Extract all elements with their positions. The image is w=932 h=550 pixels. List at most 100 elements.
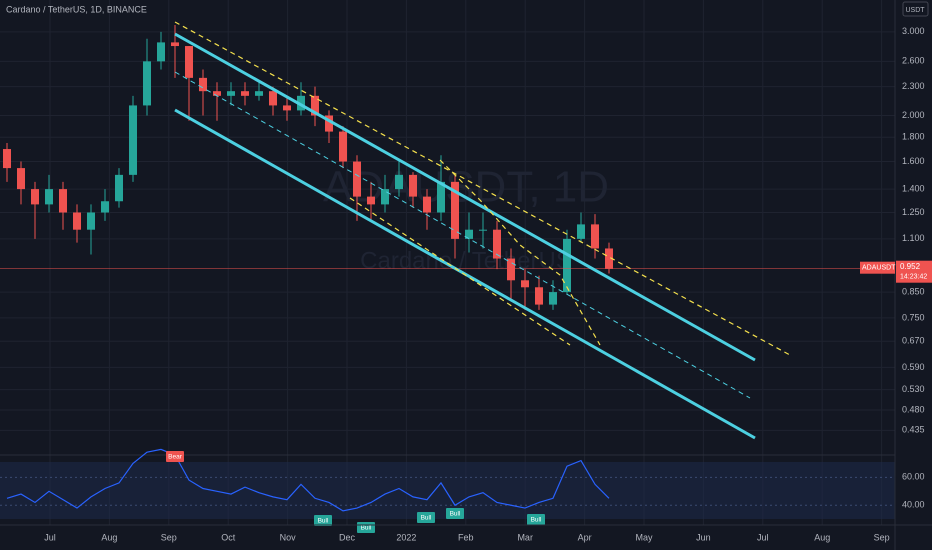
signal-tag bbox=[166, 451, 184, 462]
x-tick-label: Oct bbox=[221, 532, 236, 542]
y-tick-label: 0.750 bbox=[902, 312, 925, 322]
x-tick-label: Jul bbox=[757, 532, 769, 542]
symbol-tag bbox=[860, 261, 895, 274]
y-tick-label: 0.530 bbox=[902, 384, 925, 394]
candle-body bbox=[45, 189, 53, 205]
symbol-label: ADAUSDT bbox=[862, 265, 896, 272]
lower-dashed-trend bbox=[349, 197, 571, 346]
candle-body bbox=[115, 174, 123, 202]
candle-body bbox=[241, 91, 249, 96]
signal-tag bbox=[314, 515, 332, 526]
candle-body bbox=[549, 292, 557, 305]
countdown-label: 14:23:42 bbox=[900, 274, 927, 281]
x-tick-label: May bbox=[635, 532, 653, 542]
candle-body bbox=[339, 131, 347, 162]
candle-body bbox=[73, 212, 81, 230]
signal-label: Bull bbox=[450, 511, 461, 518]
candle-body bbox=[213, 91, 221, 96]
candle-body bbox=[437, 181, 445, 213]
channel-bottom bbox=[174, 108, 756, 440]
candle-body bbox=[535, 287, 543, 305]
candle-body bbox=[87, 212, 95, 230]
candle-body bbox=[59, 189, 67, 213]
watermark-subtitle: Cardano / TetherUS bbox=[360, 247, 572, 274]
candle-body bbox=[311, 95, 319, 116]
y-tick-label: 0.480 bbox=[902, 404, 925, 414]
y-tick-label: 0.590 bbox=[902, 362, 925, 372]
candle-body bbox=[17, 168, 25, 190]
y-tick-label: 1.800 bbox=[902, 132, 925, 142]
rsi-tick-label: 40.00 bbox=[902, 500, 925, 510]
signal-tag bbox=[446, 508, 464, 519]
signal-tag bbox=[417, 512, 435, 523]
candle-body bbox=[101, 201, 109, 213]
signal-label: Bull bbox=[361, 525, 372, 532]
rsi-line bbox=[6, 448, 610, 512]
candle-body bbox=[3, 149, 11, 169]
candle-body bbox=[255, 91, 263, 96]
x-tick-label: Sep bbox=[874, 532, 890, 542]
candle-body bbox=[171, 42, 179, 47]
axes: 3.000 2.600 2.300 2.000 1.800 1.600 1.400 1.250… bbox=[44, 26, 932, 542]
y-tick-label: 2.600 bbox=[902, 56, 925, 66]
x-tick-label: Aug bbox=[814, 532, 830, 542]
signal-tag bbox=[527, 514, 545, 525]
candle-body bbox=[591, 224, 599, 249]
candle-body bbox=[143, 61, 151, 106]
candle-body bbox=[451, 181, 459, 239]
candle-body bbox=[479, 229, 487, 231]
x-tick-label: Apr bbox=[578, 532, 592, 542]
signal-label: Bear bbox=[168, 454, 183, 461]
candle-body bbox=[269, 91, 277, 106]
rsi: Bear Bull Bull Bull Bull Bull bbox=[0, 448, 895, 533]
candle-body bbox=[31, 189, 39, 205]
candle-body bbox=[325, 115, 333, 132]
candle-body bbox=[129, 105, 137, 175]
x-tick-label: 2022 bbox=[396, 532, 416, 542]
candle-body bbox=[157, 42, 165, 62]
last-price-label: 0.952 bbox=[900, 262, 921, 271]
candle-body bbox=[605, 248, 613, 269]
rsi-tick-label: 60.00 bbox=[902, 472, 925, 482]
candle-body bbox=[563, 238, 571, 293]
candle-body bbox=[367, 196, 375, 205]
candle-body bbox=[521, 280, 529, 288]
y-tick-label: 3.000 bbox=[902, 26, 925, 36]
chart-title: Cardano / TetherUS, 1D, BINANCE bbox=[6, 4, 147, 14]
x-tick-label: Sep bbox=[161, 532, 177, 542]
signal-label: Bull bbox=[318, 518, 329, 525]
price-tag bbox=[896, 260, 932, 283]
y-tick-label: 2.000 bbox=[902, 110, 925, 120]
channel-mid bbox=[174, 71, 751, 399]
drawings bbox=[174, 21, 791, 440]
x-tick-label: Mar bbox=[517, 532, 533, 542]
y-tick-label: 2.300 bbox=[902, 81, 925, 91]
y-tick-label: 1.250 bbox=[902, 207, 925, 217]
channel-top bbox=[174, 32, 756, 362]
candle-body bbox=[577, 224, 585, 239]
y-tick-label: 0.670 bbox=[902, 336, 925, 346]
watermark: ADAUSDT, 1D bbox=[323, 163, 609, 212]
x-tick-label: Aug bbox=[101, 532, 117, 542]
candle-body bbox=[381, 189, 389, 205]
x-tick-label: Feb bbox=[458, 532, 474, 542]
candle-body bbox=[353, 161, 361, 197]
candle-body bbox=[283, 105, 291, 111]
candle-body bbox=[199, 77, 207, 92]
candle-body bbox=[423, 196, 431, 213]
x-tick-label: Dec bbox=[339, 532, 356, 542]
wedge-dashed bbox=[439, 159, 601, 346]
candles bbox=[0, 25, 895, 310]
y-tick-label: 0.435 bbox=[902, 425, 925, 435]
y-tick-label: 1.100 bbox=[902, 233, 925, 243]
candle-body bbox=[493, 229, 501, 259]
currency-label: USDT bbox=[905, 7, 925, 14]
candle-body bbox=[465, 229, 473, 239]
candle-body bbox=[227, 91, 235, 96]
x-tick-label: Jul bbox=[44, 532, 56, 542]
candle-body bbox=[409, 174, 417, 197]
candle-body bbox=[507, 258, 515, 281]
y-tick-label: 1.400 bbox=[902, 183, 925, 193]
x-tick-label: Jun bbox=[696, 532, 711, 542]
